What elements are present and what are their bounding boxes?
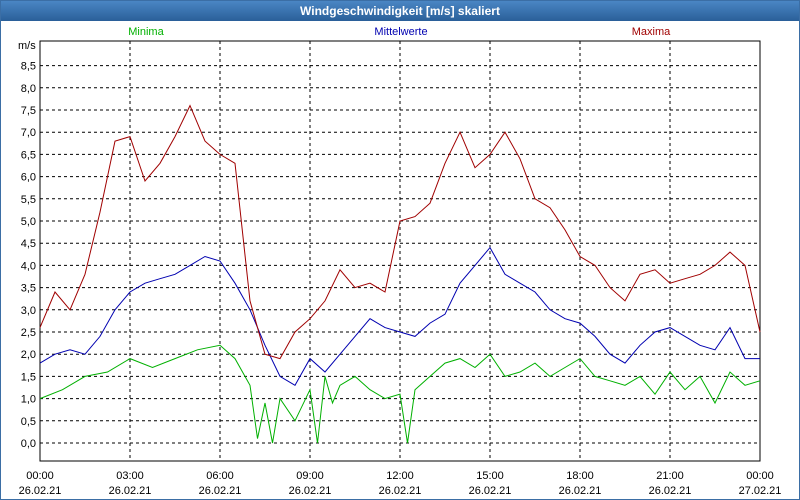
x-tick-time: 00:00: [26, 470, 54, 482]
y-tick-label: 3,0: [21, 305, 36, 317]
legend-entry-mittelwerte: Mittelwerte: [374, 26, 427, 38]
x-tick-date: 26.02.21: [649, 485, 692, 497]
y-tick-label: 0,5: [21, 416, 36, 428]
x-tick-time: 00:00: [746, 470, 774, 482]
y-tick-label: 5,5: [21, 194, 36, 206]
series-line-maxima: [39, 104, 761, 360]
y-tick-label: 0,0: [21, 438, 36, 450]
y-tick-label: 4,0: [21, 260, 36, 272]
x-tick-time: 15:00: [476, 470, 504, 482]
x-tick-time: 03:00: [116, 470, 144, 482]
legend: Minima Mittelwerte Maxima: [128, 26, 671, 38]
y-tick-label: 8,5: [21, 61, 36, 73]
y-tick-label: 1,5: [21, 371, 36, 383]
chart-title: Windgeschwindigkeit [m/s] skaliert: [1, 1, 799, 21]
x-tick-date: 27.02.21: [739, 485, 782, 497]
x-tick-date: 26.02.21: [289, 485, 332, 497]
y-tick-label: 5,0: [21, 216, 36, 228]
x-tick-date: 26.02.21: [109, 485, 152, 497]
x-tick-date: 26.02.21: [469, 485, 512, 497]
y-tick-label: 4,5: [21, 238, 36, 250]
y-tick-label: 8,0: [21, 83, 36, 95]
x-tick-date: 26.02.21: [559, 485, 602, 497]
y-tick-label: 7,0: [21, 127, 36, 139]
legend-entry-maxima: Maxima: [632, 26, 671, 38]
y-axis: m/s 0,0 0,5 1,0 1,5 2,0 2,5 3,0 3,5 4,0 4,5 5,0 5,5…: [18, 40, 36, 450]
y-tick-label: 2,0: [21, 349, 36, 361]
x-tick-time: 18:00: [566, 470, 594, 482]
x-tick-time: 09:00: [296, 470, 324, 482]
y-tick-label: 7,5: [21, 105, 36, 117]
y-tick-label: 1,0: [21, 394, 36, 406]
grid-lines: [40, 41, 760, 461]
y-tick-label: 6,5: [21, 149, 36, 161]
series-line-mittelwerte: [39, 246, 760, 386]
x-tick-date: 26.02.21: [199, 485, 242, 497]
y-tick-label: 2,5: [21, 327, 36, 339]
y-tick-label: 6,0: [21, 172, 36, 184]
x-tick-date: 26.02.21: [19, 485, 62, 497]
y-tick-label: 3,5: [21, 283, 36, 295]
y-axis-unit-label: m/s: [18, 40, 36, 52]
x-tick-date: 26.02.21: [379, 485, 422, 497]
x-axis: 00:00 26.02.21 03:00 26.02.21 06:00 26.02.21 0…: [19, 470, 782, 497]
series-line-minima: [39, 344, 761, 444]
x-tick-time: 12:00: [386, 470, 414, 482]
x-tick-time: 21:00: [656, 470, 684, 482]
x-tick-time: 06:00: [206, 470, 234, 482]
series-lines: [39, 104, 761, 444]
legend-entry-minima: Minima: [128, 26, 164, 38]
